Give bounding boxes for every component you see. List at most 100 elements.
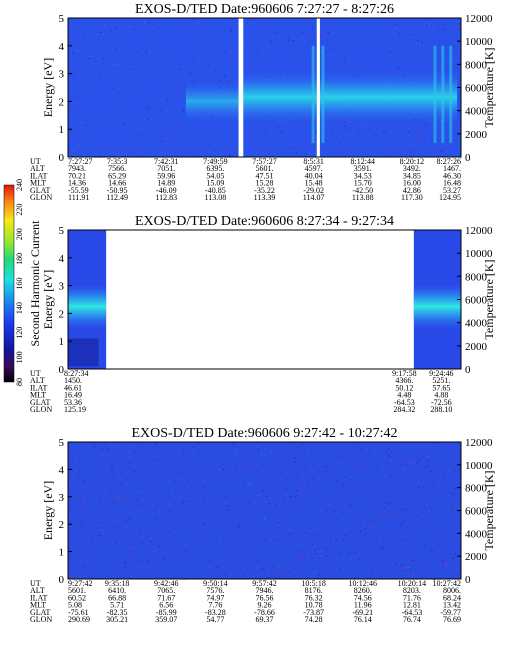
noise-pixel bbox=[129, 87, 131, 89]
energy-band bbox=[240, 70, 458, 124]
noise-pixel bbox=[433, 442, 436, 444]
noise-pixel bbox=[276, 32, 278, 34]
noise-pixel bbox=[334, 500, 337, 502]
noise-pixel bbox=[84, 132, 86, 134]
noise-pixel bbox=[111, 145, 113, 147]
y-tick-label: 4 bbox=[59, 464, 65, 476]
noise-pixel bbox=[258, 494, 260, 497]
noise-pixel bbox=[176, 551, 179, 553]
noise-pixel bbox=[426, 476, 429, 478]
ephemeris-value: 9:50:14 bbox=[203, 579, 227, 588]
noise-pixel bbox=[336, 480, 339, 482]
y2-tick-label: 2000 bbox=[465, 129, 488, 141]
ephemeris-value: 114.07 bbox=[303, 193, 325, 202]
y-tick-label: 2 bbox=[59, 308, 65, 320]
noise-pixel bbox=[390, 131, 392, 133]
noise-pixel bbox=[442, 560, 445, 562]
y2-tick-label: 12000 bbox=[465, 225, 493, 237]
noise-pixel bbox=[301, 37, 303, 39]
ephemeris-value: 112.49 bbox=[106, 193, 128, 202]
ephemeris-value: 5.08 bbox=[68, 601, 82, 610]
noise-pixel bbox=[108, 513, 110, 515]
ephemeris-value: 4.88 bbox=[434, 391, 448, 400]
ephemeris-value: -55.59 bbox=[68, 186, 89, 195]
noise-pixel bbox=[442, 28, 445, 30]
noise-pixel bbox=[267, 572, 269, 574]
noise-pixel bbox=[293, 495, 296, 497]
noise-pixel bbox=[267, 502, 270, 504]
noise-pixel bbox=[126, 74, 129, 76]
noise-pixel bbox=[382, 546, 384, 548]
noise-pixel bbox=[385, 565, 388, 567]
noise-pixel bbox=[140, 560, 142, 562]
noise-pixel bbox=[281, 571, 284, 573]
noise-pixel bbox=[110, 447, 113, 449]
noise-pixel bbox=[98, 54, 100, 56]
ephemeris-value: 4597. bbox=[305, 164, 323, 173]
noise-pixel bbox=[403, 521, 405, 523]
noise-pixel bbox=[153, 68, 155, 70]
y2-axis-label: Temperature [K] bbox=[482, 47, 496, 127]
noise-pixel bbox=[256, 560, 259, 562]
noise-pixel bbox=[189, 72, 191, 74]
y-tick-label: 3 bbox=[59, 281, 65, 293]
noise-pixel bbox=[144, 21, 147, 23]
noise-pixel bbox=[76, 144, 78, 147]
noise-pixel bbox=[454, 553, 456, 555]
noise-pixel bbox=[398, 512, 400, 514]
y2-tick-label: 4000 bbox=[465, 318, 488, 330]
noise-pixel bbox=[115, 46, 118, 48]
noise-pixel bbox=[365, 554, 367, 556]
ephemeris-value: 8260. bbox=[354, 586, 372, 595]
noise-pixel bbox=[192, 58, 195, 60]
noise-pixel bbox=[325, 22, 328, 24]
noise-pixel bbox=[449, 506, 452, 508]
noise-pixel bbox=[444, 21, 447, 23]
ephemeris-value: 70.21 bbox=[68, 171, 86, 180]
noise-pixel bbox=[367, 525, 370, 528]
noise-pixel bbox=[73, 23, 76, 25]
noise-pixel bbox=[385, 577, 388, 579]
y-tick-label: 4 bbox=[59, 253, 65, 265]
ephemeris-value: 5.71 bbox=[110, 601, 124, 610]
noise-pixel bbox=[154, 459, 156, 461]
ephemeris-value: 68.24 bbox=[443, 593, 461, 602]
noise-pixel bbox=[157, 527, 159, 529]
colorbar-tick-label: 200 bbox=[15, 228, 24, 240]
noise-pixel bbox=[256, 471, 258, 473]
noise-pixel bbox=[75, 459, 77, 461]
ephemeris-value: 66.88 bbox=[108, 593, 126, 602]
noise-pixel bbox=[163, 460, 165, 463]
ephemeris-value: 54.05 bbox=[206, 171, 224, 180]
ephemeris-value: 305.21 bbox=[106, 615, 128, 624]
noise-pixel bbox=[133, 451, 136, 453]
noise-pixel bbox=[177, 443, 180, 445]
noise-pixel bbox=[101, 448, 103, 450]
noise-pixel bbox=[299, 529, 302, 531]
noise-pixel bbox=[408, 461, 411, 463]
noise-pixel bbox=[236, 468, 238, 470]
noise-pixel bbox=[370, 452, 372, 454]
ephemeris-value: -40.85 bbox=[205, 186, 226, 195]
ephemeris-value: 74.28 bbox=[305, 615, 323, 624]
noise-pixel bbox=[415, 137, 417, 139]
noise-pixel bbox=[189, 449, 191, 451]
colorbar-tick-label: 180 bbox=[15, 253, 24, 265]
y2-axis-label: Temperature [K] bbox=[482, 470, 496, 550]
noise-pixel bbox=[403, 486, 405, 489]
noise-pixel bbox=[398, 33, 400, 35]
noise-pixel bbox=[197, 466, 199, 468]
noise-pixel bbox=[315, 553, 318, 555]
ephemeris-value: 7:49:59 bbox=[203, 157, 227, 166]
ephemeris-value: 7946. bbox=[256, 586, 274, 595]
noise-pixel bbox=[81, 94, 83, 96]
noise-pixel bbox=[314, 572, 317, 574]
noise-pixel bbox=[312, 522, 314, 524]
noise-pixel bbox=[385, 502, 388, 504]
noise-pixel bbox=[160, 109, 163, 111]
noise-pixel bbox=[116, 47, 118, 49]
noise-pixel bbox=[326, 555, 328, 557]
noise-pixel bbox=[126, 472, 129, 474]
ephemeris-value: 9:27:42 bbox=[68, 579, 92, 588]
